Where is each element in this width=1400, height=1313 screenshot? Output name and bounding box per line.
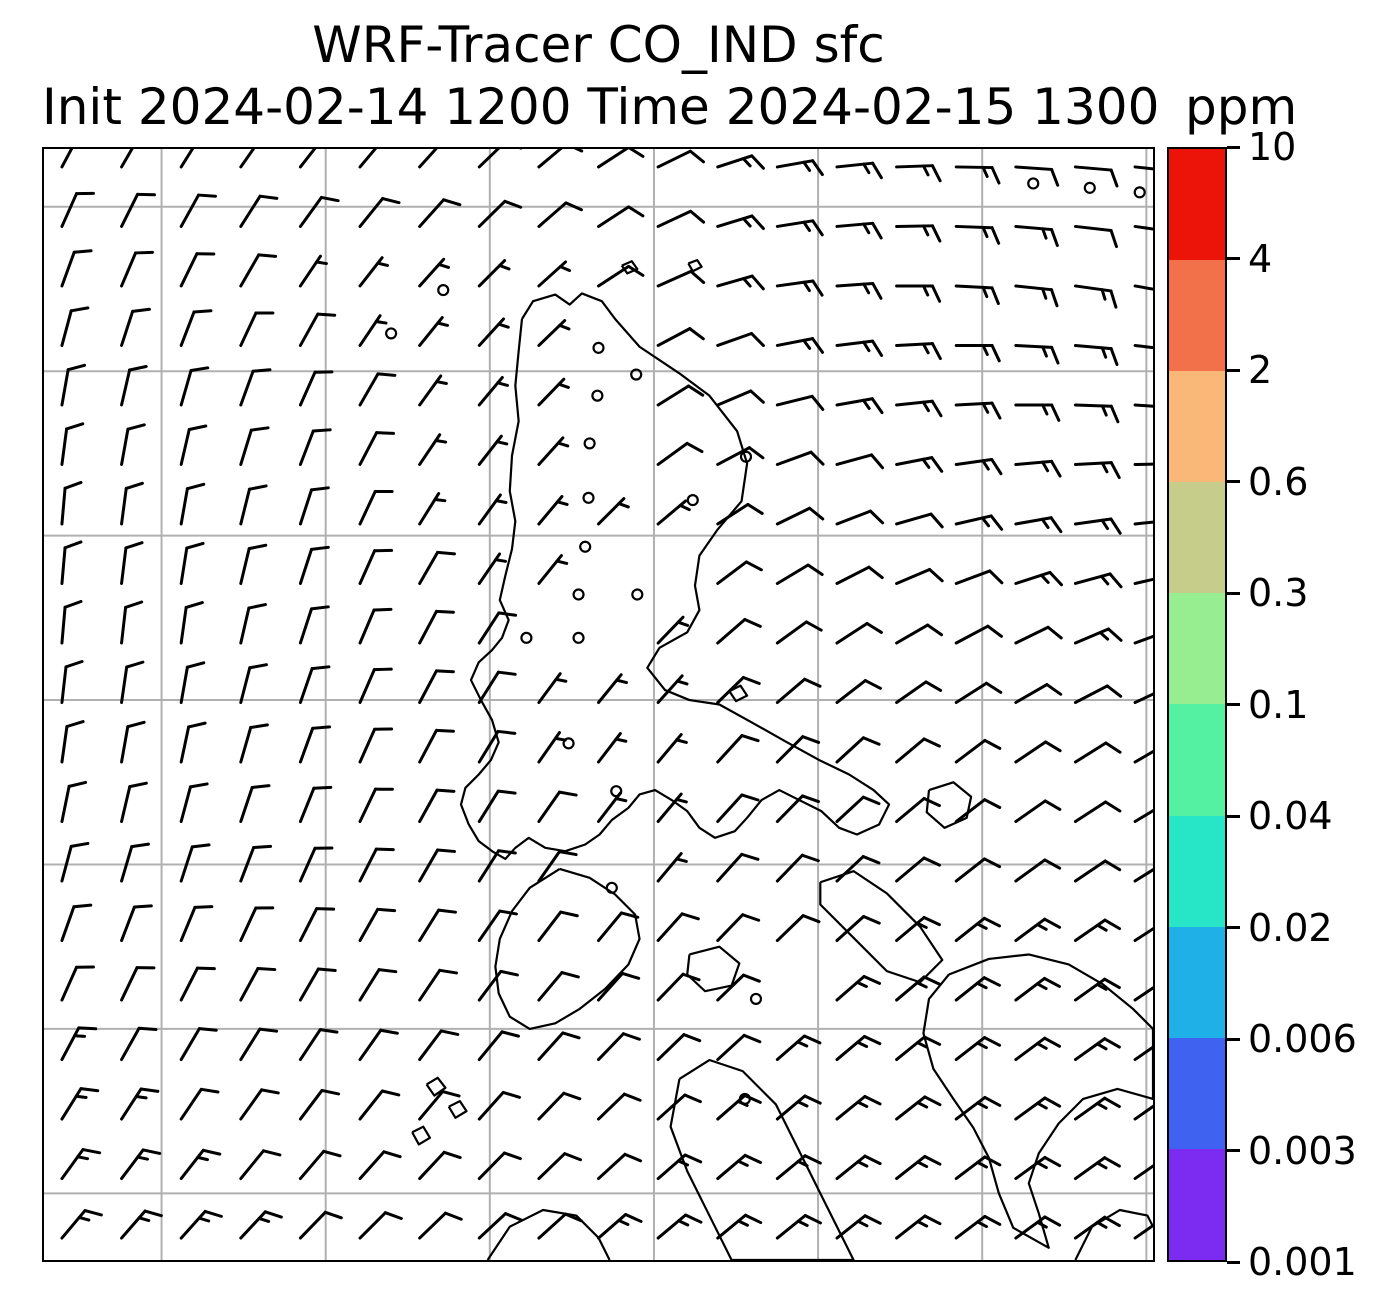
calm-wind-circle xyxy=(592,341,605,354)
colorbar-segment xyxy=(1169,371,1225,483)
colorbar-tick xyxy=(1227,480,1240,483)
colorbar-tick-label: 10 xyxy=(1248,125,1297,169)
colorbar-segment xyxy=(1169,149,1225,261)
colorbar-segment xyxy=(1169,926,1225,1038)
calm-wind-circle xyxy=(579,540,592,553)
colorbar-segment xyxy=(1169,482,1225,594)
calm-wind-circle xyxy=(1133,186,1146,199)
colorbar-tick xyxy=(1227,926,1240,929)
calm-wind-circle xyxy=(749,992,763,1005)
colorbar-tick xyxy=(1227,145,1240,149)
calm-wind-circle xyxy=(572,631,585,644)
calm-wind-circle xyxy=(605,881,618,894)
coastline-layer xyxy=(411,259,1153,1260)
calm-wind-circle xyxy=(739,450,753,463)
colorbar-tick xyxy=(1227,1149,1240,1152)
colorbar-segment xyxy=(1169,704,1225,816)
colorbar-tick-label: 0.3 xyxy=(1248,571,1309,615)
colorbar-tick xyxy=(1227,368,1240,372)
colorbar-segment xyxy=(1169,815,1225,927)
calm-wind-circle xyxy=(610,785,623,798)
colorbar-segment xyxy=(1169,593,1225,705)
colorbar-tick xyxy=(1227,1037,1240,1041)
colorbar-segment xyxy=(1169,260,1225,372)
calm-wind-circle xyxy=(520,631,533,644)
colorbar-tick xyxy=(1227,1260,1240,1264)
chart-subtitle: Init 2024-02-14 1200 Time 2024-02-15 130… xyxy=(42,78,1160,136)
calm-wind-circle xyxy=(437,284,450,297)
colorbar-tick-label: 0.001 xyxy=(1248,1240,1357,1284)
calm-wind-circle xyxy=(591,389,604,402)
colorbar-tick-label: 4 xyxy=(1248,236,1273,281)
chart-title: WRF-Tracer CO_IND sfc xyxy=(312,16,885,74)
colorbar-segment xyxy=(1169,1037,1225,1149)
calm-wind-circle xyxy=(562,737,575,750)
wind-barbs-layer xyxy=(60,149,1153,1240)
calm-wind-circle xyxy=(631,588,644,601)
calm-wind-circle xyxy=(582,491,595,504)
colorbar-tick-label: 0.006 xyxy=(1248,1017,1357,1061)
calm-wind-circle xyxy=(1027,177,1040,190)
colorbar-tick xyxy=(1227,591,1240,595)
calm-wind-circle xyxy=(630,368,643,381)
calm-wind-circle xyxy=(1083,181,1096,194)
calm-wind-circle xyxy=(385,327,398,340)
colorbar-tick-label: 2 xyxy=(1248,348,1273,392)
calm-wind-circle xyxy=(572,588,585,601)
colorbar-unit-label: ppm xyxy=(1185,78,1298,136)
calm-wind-circle xyxy=(583,437,596,450)
colorbar xyxy=(1167,147,1227,1262)
colorbar-tick-label: 0.04 xyxy=(1248,794,1333,838)
colorbar-tick-label: 0.003 xyxy=(1248,1128,1357,1173)
calm-wind-circle xyxy=(686,493,699,507)
colorbar-tick-label: 0.1 xyxy=(1248,682,1309,727)
colorbar-tick-label: 0.02 xyxy=(1248,905,1333,950)
map-plot-canvas xyxy=(44,149,1153,1260)
colorbar-tick-label: 0.6 xyxy=(1248,459,1309,504)
gridlines-layer xyxy=(44,149,1153,1260)
map-plot xyxy=(42,147,1155,1262)
colorbar-segment xyxy=(1169,1148,1225,1260)
colorbar-tick xyxy=(1227,703,1240,706)
colorbar-tick xyxy=(1227,257,1240,260)
calm-wind-circle xyxy=(738,1092,751,1105)
colorbar-tick xyxy=(1227,814,1240,818)
